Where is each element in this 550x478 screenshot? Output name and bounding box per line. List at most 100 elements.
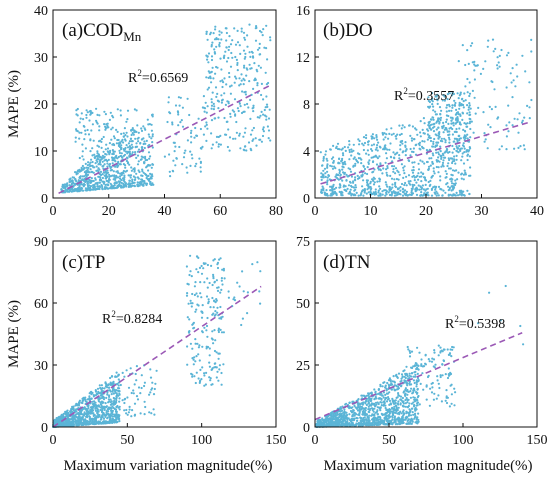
- data-point: [376, 138, 379, 141]
- data-point: [257, 64, 260, 67]
- data-point: [74, 140, 77, 143]
- data-point: [372, 416, 375, 420]
- data-point: [256, 48, 260, 51]
- data-point: [200, 272, 204, 275]
- data-point: [401, 404, 404, 407]
- data-point: [98, 163, 101, 166]
- data-point: [123, 409, 126, 412]
- data-point: [131, 409, 134, 412]
- data-point: [343, 423, 346, 426]
- data-point: [192, 322, 195, 325]
- data-point: [240, 30, 243, 33]
- data-point: [456, 119, 459, 123]
- data-point: [229, 115, 232, 118]
- data-point: [86, 398, 89, 401]
- data-point: [112, 392, 115, 395]
- data-point: [91, 400, 94, 403]
- data-point: [453, 137, 456, 140]
- data-point: [78, 399, 81, 402]
- data-point: [68, 188, 71, 191]
- data-point: [92, 405, 95, 408]
- data-point: [372, 179, 375, 182]
- data-point: [143, 400, 146, 403]
- data-point: [372, 403, 375, 406]
- data-point: [379, 162, 382, 165]
- data-point: [263, 108, 266, 112]
- data-point: [91, 409, 95, 412]
- data-point: [99, 170, 103, 173]
- data-point: [256, 82, 259, 85]
- data-point: [260, 31, 263, 34]
- data-point: [329, 194, 332, 197]
- data-point: [207, 70, 210, 73]
- data-point: [378, 155, 381, 158]
- data-point: [116, 415, 119, 418]
- data-point: [447, 167, 451, 170]
- data-point: [453, 155, 456, 158]
- data-point: [445, 172, 448, 175]
- data-point: [118, 163, 122, 166]
- data-point: [335, 419, 338, 423]
- data-point: [203, 281, 206, 284]
- data-point: [410, 150, 414, 153]
- data-point: [351, 414, 354, 417]
- data-point: [111, 382, 114, 385]
- data-point: [388, 132, 391, 135]
- data-point: [202, 133, 205, 136]
- data-point: [228, 85, 232, 88]
- data-point: [451, 186, 455, 189]
- data-point: [256, 261, 259, 264]
- data-point: [210, 70, 213, 73]
- data-point: [469, 44, 472, 47]
- data-point: [132, 389, 135, 392]
- data-point: [409, 180, 412, 183]
- data-point: [72, 424, 75, 427]
- data-point: [224, 103, 227, 106]
- data-point: [498, 54, 501, 58]
- data-point: [507, 104, 510, 107]
- data-point: [108, 394, 111, 397]
- data-point: [134, 178, 137, 181]
- data-point: [441, 194, 444, 197]
- data-point: [256, 70, 259, 73]
- data-point: [327, 174, 331, 177]
- data-point: [214, 310, 217, 313]
- data-point: [72, 176, 76, 179]
- data-point: [136, 150, 139, 153]
- data-point: [382, 391, 385, 394]
- data-point: [121, 138, 124, 141]
- data-point: [431, 174, 434, 177]
- data-point: [72, 185, 75, 188]
- data-point: [130, 391, 133, 395]
- data-point: [225, 31, 228, 35]
- data-point: [426, 133, 429, 136]
- data-point: [113, 174, 116, 177]
- data-point: [400, 127, 403, 130]
- data-point: [82, 399, 85, 402]
- data-point: [143, 161, 146, 164]
- data-point: [206, 286, 209, 289]
- data-point: [497, 61, 500, 64]
- data-point: [355, 160, 359, 163]
- data-point: [352, 180, 355, 183]
- data-point: [210, 98, 213, 101]
- data-point: [436, 159, 439, 163]
- data-point: [113, 137, 116, 140]
- data-point: [238, 102, 241, 105]
- data-point: [382, 404, 385, 407]
- data-point: [186, 292, 189, 295]
- data-point: [398, 173, 401, 176]
- data-point: [84, 147, 87, 150]
- data-point: [498, 65, 501, 68]
- data-point: [118, 149, 121, 152]
- data-point: [78, 189, 81, 192]
- data-point: [202, 267, 205, 270]
- data-point: [112, 170, 115, 173]
- data-point: [373, 181, 376, 184]
- data-point: [350, 184, 353, 188]
- data-point: [332, 415, 335, 418]
- data-point: [432, 142, 435, 145]
- data-point: [78, 401, 81, 404]
- data-point: [427, 124, 430, 127]
- data-point: [94, 162, 97, 165]
